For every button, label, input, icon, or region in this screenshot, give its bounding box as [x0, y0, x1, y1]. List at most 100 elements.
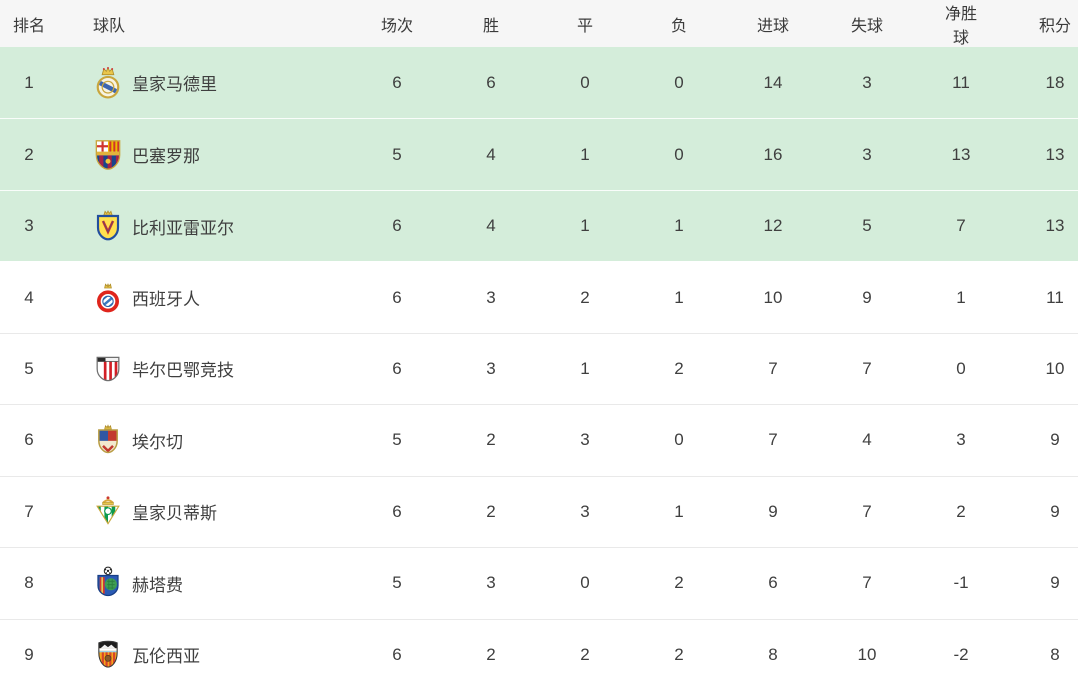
stat-goals_against: 3 [862, 144, 872, 164]
stat-goals_against: 7 [862, 358, 872, 378]
stat-played: 6 [392, 216, 402, 236]
stat-draws: 0 [580, 573, 590, 593]
standings-row: 5 毕尔巴鄂竞技 6 3 1 2 7 7 0 10 [0, 332, 1078, 405]
team-name: 埃尔切 [132, 432, 183, 452]
team-cell: 西班牙人 [58, 281, 326, 315]
col-header-points: 积分 [1038, 18, 1071, 35]
stat-goals_for: 8 [768, 644, 778, 664]
stat-points: 13 [1045, 216, 1065, 236]
team-name: 巴塞罗那 [132, 147, 200, 167]
rank-cell: 3 [24, 216, 34, 236]
col-header-losses: 负 [670, 18, 687, 35]
stat-played: 6 [392, 644, 402, 664]
stat-goal_diff: -1 [953, 573, 969, 593]
stat-wins: 4 [486, 216, 496, 236]
stat-goals_for: 14 [763, 72, 783, 92]
team-cell: 毕尔巴鄂竞技 [58, 352, 326, 386]
rank-cell: 8 [24, 573, 34, 593]
real-betis-crest-icon [93, 495, 123, 529]
stat-goals_for: 12 [763, 216, 783, 236]
stat-played: 6 [392, 287, 402, 307]
team-name: 赫塔费 [132, 575, 183, 595]
stat-goals_for: 7 [768, 358, 778, 378]
stat-goals_against: 4 [862, 430, 872, 450]
stat-played: 5 [392, 430, 402, 450]
team-cell: 赫塔费 [58, 566, 326, 600]
col-header-draws: 平 [576, 18, 593, 35]
stat-losses: 1 [674, 501, 684, 521]
stat-goals_against: 9 [862, 287, 872, 307]
standings-row: 1 皇家马德里 6 6 0 0 14 3 11 18 [0, 47, 1078, 119]
team-cell: 皇家贝蒂斯 [58, 495, 326, 529]
stat-points: 9 [1050, 430, 1060, 450]
stat-draws: 2 [580, 644, 590, 664]
stat-losses: 0 [674, 144, 684, 164]
stat-played: 5 [392, 573, 402, 593]
stat-draws: 0 [580, 72, 590, 92]
standings-row: 7 皇家贝蒂斯 6 2 3 1 9 7 2 9 [0, 475, 1078, 548]
team-cell: 瓦伦西亚 [58, 638, 326, 672]
team-name: 皇家贝蒂斯 [132, 504, 217, 524]
rank-cell: 2 [24, 144, 34, 164]
stat-goal_diff: 2 [956, 501, 966, 521]
col-header-rank: 排名 [12, 18, 45, 35]
valencia-crest-icon [93, 638, 123, 672]
col-header-team: 球队 [93, 18, 126, 35]
stat-draws: 1 [580, 216, 590, 236]
standings-row: 9 瓦伦西亚 6 2 2 2 8 10 -2 8 [0, 618, 1078, 690]
stat-goals_against: 3 [862, 72, 872, 92]
stat-losses: 1 [674, 216, 684, 236]
elche-crest-icon [93, 423, 123, 457]
stat-goals_against: 7 [862, 573, 872, 593]
stat-goal_diff: 13 [951, 144, 971, 164]
team-cell: 巴塞罗那 [58, 138, 326, 172]
stat-losses: 0 [674, 72, 684, 92]
stat-wins: 4 [486, 144, 496, 164]
stat-goal_diff: 0 [956, 358, 966, 378]
stat-wins: 2 [486, 430, 496, 450]
table-header-row: 排名 球队 场次 胜 平 负 进球 失球 净胜球 积分 [0, 0, 1078, 47]
stat-points: 9 [1050, 573, 1060, 593]
standings-row: 3 比利亚雷亚尔 6 4 1 1 12 5 7 13 [0, 189, 1078, 262]
stat-goals_against: 10 [857, 644, 877, 664]
rank-cell: 5 [24, 358, 34, 378]
stat-wins: 2 [486, 644, 496, 664]
rank-cell: 1 [24, 72, 34, 92]
stat-wins: 3 [486, 287, 496, 307]
stat-goals_against: 5 [862, 216, 872, 236]
col-header-goals_for: 进球 [756, 18, 789, 35]
stat-wins: 3 [486, 573, 496, 593]
getafe-crest-icon [93, 566, 123, 600]
stat-draws: 2 [580, 287, 590, 307]
villarreal-crest-icon [93, 209, 123, 243]
barcelona-crest-icon [93, 138, 123, 172]
team-name: 毕尔巴鄂竞技 [132, 361, 234, 381]
rank-cell: 6 [24, 430, 34, 450]
team-name: 西班牙人 [132, 290, 200, 310]
stat-losses: 1 [674, 287, 684, 307]
col-header-goals_against: 失球 [850, 18, 883, 35]
stat-wins: 2 [486, 501, 496, 521]
espanyol-crest-icon [93, 281, 123, 315]
stat-goals_for: 9 [768, 501, 778, 521]
rank-cell: 4 [24, 287, 34, 307]
team-cell: 比利亚雷亚尔 [58, 209, 326, 243]
stat-points: 9 [1050, 501, 1060, 521]
stat-points: 13 [1045, 144, 1065, 164]
stat-points: 18 [1045, 72, 1065, 92]
stat-goals_for: 10 [763, 287, 783, 307]
stat-played: 6 [392, 72, 402, 92]
stat-goals_against: 7 [862, 501, 872, 521]
stat-points: 11 [1046, 287, 1064, 307]
stat-goal_diff: 11 [952, 72, 970, 92]
stat-goals_for: 16 [763, 144, 783, 164]
athletic-bilbao-crest-icon [93, 352, 123, 386]
stat-goals_for: 6 [768, 573, 778, 593]
team-cell: 皇家马德里 [58, 66, 326, 100]
stat-draws: 3 [580, 430, 590, 450]
rank-cell: 7 [24, 501, 34, 521]
stat-losses: 2 [674, 644, 684, 664]
stat-draws: 1 [580, 144, 590, 164]
stat-points: 8 [1050, 644, 1060, 664]
